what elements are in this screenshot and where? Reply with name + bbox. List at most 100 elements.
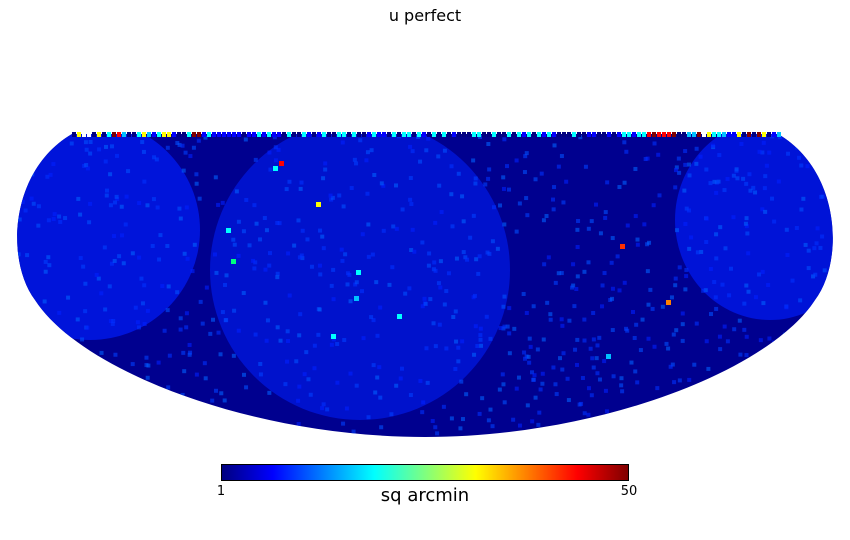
map-pixel: [39, 312, 44, 317]
edge-pixel: [712, 132, 716, 137]
map-pixel: [82, 163, 87, 168]
map-pixel: [463, 255, 468, 260]
edge-pixel: [337, 132, 341, 137]
map-pixel: [102, 245, 107, 250]
map-pixel: [605, 180, 610, 185]
map-pixel: [286, 338, 291, 343]
edge-pixel: [572, 132, 576, 137]
map-pixel: [522, 170, 527, 175]
map-pixel: [182, 251, 187, 256]
map-pixel: [684, 206, 689, 211]
map-pixel: [686, 208, 691, 213]
map-pixel: [720, 408, 725, 413]
map-pixel: [517, 423, 522, 428]
map-pixel: [275, 271, 280, 276]
map-pixel: [597, 335, 602, 340]
map-pixel: [51, 364, 56, 369]
map-pixel: [78, 256, 83, 261]
map-pixel: [340, 258, 345, 263]
map-pixel: [347, 272, 352, 277]
map-pixel: [133, 305, 138, 310]
edge-pixel: [767, 132, 771, 137]
map-pixel: [709, 312, 714, 317]
map-pixel: [683, 162, 688, 167]
map-pixel: [94, 272, 99, 277]
edge-pixel: [302, 132, 306, 137]
map-pixel: [729, 266, 734, 271]
map-pixel: [156, 360, 161, 365]
map-pixel: [456, 359, 461, 364]
map-pixel: [110, 321, 115, 326]
map-pixel: [220, 200, 225, 205]
edge-pixel: [652, 132, 656, 137]
edge-pixel: [92, 132, 96, 137]
map-pixel: [236, 328, 241, 333]
map-pixel: [394, 183, 399, 188]
map-pixel: [369, 315, 374, 320]
map-pixel: [42, 402, 47, 407]
edge-pixel: [417, 132, 421, 137]
map-pixel: [790, 278, 795, 283]
map-pixel: [65, 372, 70, 377]
map-pixel: [571, 283, 576, 288]
map-pixel: [622, 180, 627, 185]
map-pixel: [580, 375, 585, 380]
map-pixel: [20, 199, 25, 204]
map-pixel: [559, 271, 564, 276]
map-pixel: [751, 185, 756, 190]
map-pixel: [267, 150, 272, 155]
map-pixel: [436, 154, 441, 159]
edge-pixel: [467, 132, 471, 137]
edge-pixel: [72, 132, 76, 137]
map-pixel: [390, 265, 395, 270]
map-pixel: [525, 403, 530, 408]
map-pixel: [113, 352, 118, 357]
map-pixel: [214, 270, 219, 275]
map-pixel: [139, 276, 144, 281]
map-pixel: [731, 215, 736, 220]
map-pixel: [561, 200, 566, 205]
map-pixel: [420, 240, 425, 245]
map-pixel: [433, 268, 438, 273]
map-pixel: [312, 343, 317, 348]
map-pixel: [88, 201, 93, 206]
edge-pixel: [397, 132, 401, 137]
map-pixel: [418, 159, 423, 164]
map-pixel: [178, 316, 183, 321]
map-pixel: [652, 344, 657, 349]
edge-pixel: [727, 132, 731, 137]
map-pixel: [130, 362, 135, 367]
map-pixel: [612, 429, 617, 434]
map-pixel: [478, 326, 483, 331]
map-pixel: [137, 201, 142, 206]
map-pixel: [109, 261, 114, 266]
map-pixel: [211, 317, 216, 322]
map-pixel: [108, 319, 113, 324]
map-pixel: [433, 220, 438, 225]
map-pixel: [318, 272, 323, 277]
edge-pixel: [692, 132, 696, 137]
map-pixel: [674, 228, 679, 233]
map-pixel: [373, 390, 378, 395]
map-pixel: [141, 149, 146, 154]
map-pixel: [267, 251, 272, 256]
map-pixel: [142, 179, 147, 184]
edge-pixel: [687, 132, 691, 137]
map-pixel: [785, 253, 790, 258]
map-pixel: [744, 353, 749, 358]
map-pixel: [617, 288, 622, 293]
map-pixel: [514, 229, 519, 234]
map-pixel: [582, 338, 587, 343]
map-pixel: [270, 429, 275, 434]
map-pixel: [757, 149, 762, 154]
map-pixel: [241, 229, 246, 234]
map-pixel: [673, 400, 678, 405]
map-pixel: [88, 140, 93, 145]
map-pixel: [352, 157, 357, 162]
map-pixel: [407, 286, 412, 291]
map-pixel: [643, 156, 648, 161]
map-pixel: [767, 150, 772, 155]
edge-pixel: [612, 132, 616, 137]
map-pixel: [694, 146, 699, 151]
edge-pixel: [547, 132, 551, 137]
